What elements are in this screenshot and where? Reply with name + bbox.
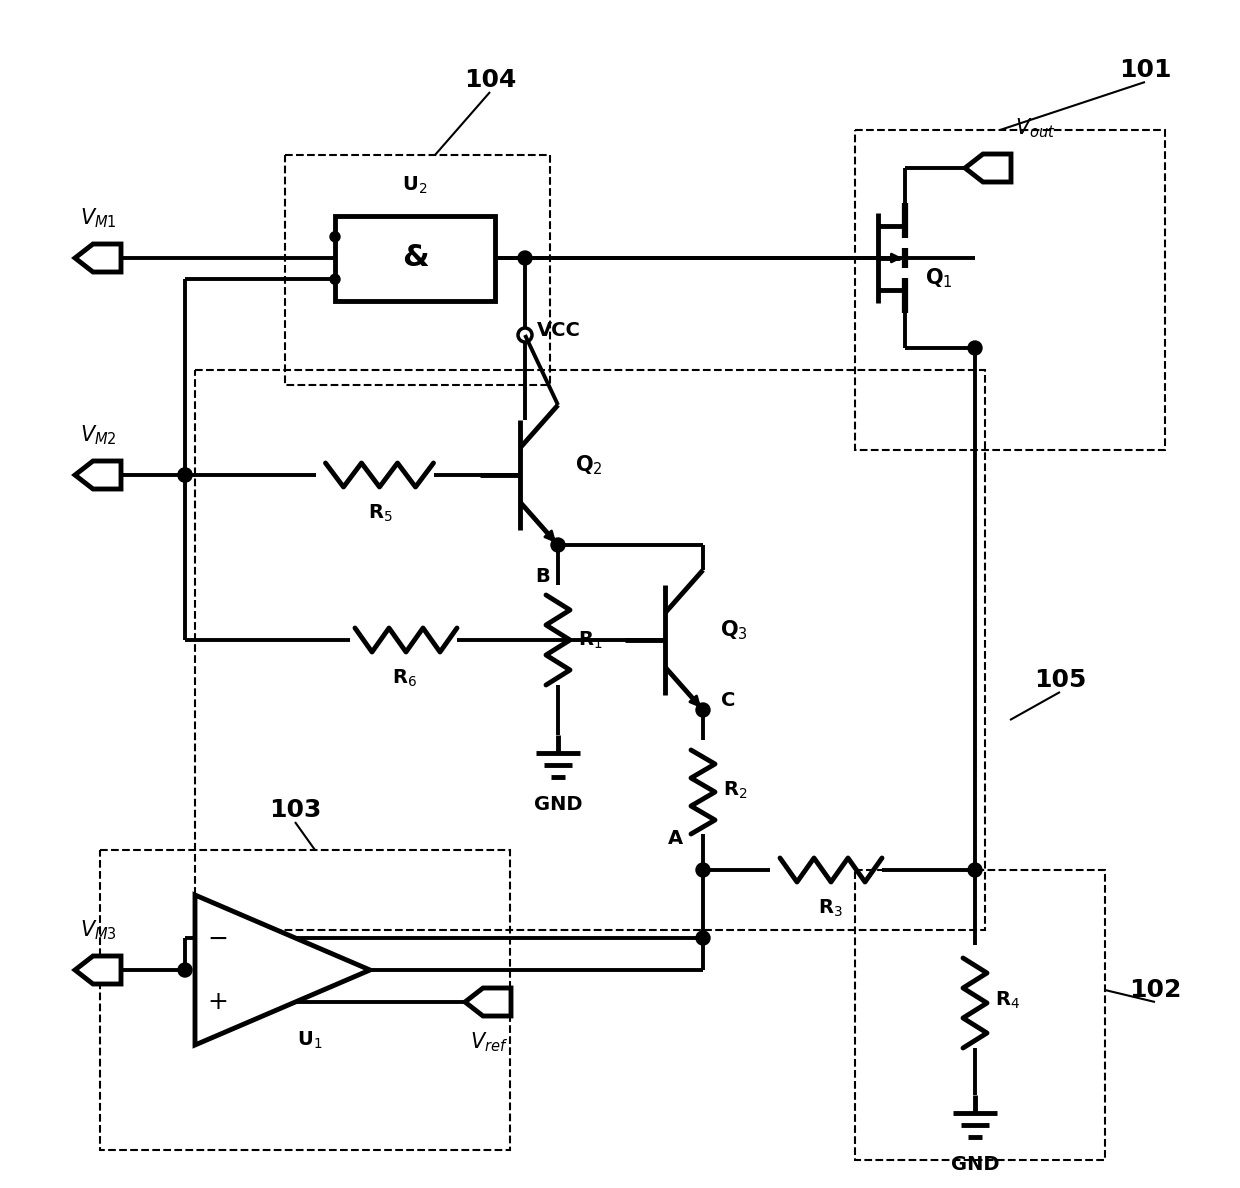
Polygon shape: [74, 461, 122, 489]
Circle shape: [518, 251, 532, 265]
Text: $+$: $+$: [207, 990, 227, 1015]
Polygon shape: [74, 956, 122, 984]
Circle shape: [696, 931, 711, 944]
Circle shape: [179, 468, 192, 482]
Text: VCC: VCC: [537, 321, 580, 340]
Circle shape: [968, 862, 982, 877]
Text: 104: 104: [464, 68, 516, 91]
Text: U$_2$: U$_2$: [402, 175, 428, 196]
Circle shape: [696, 703, 711, 718]
Text: R$_2$: R$_2$: [723, 779, 748, 801]
Polygon shape: [74, 244, 122, 272]
Circle shape: [179, 963, 192, 977]
Circle shape: [968, 341, 982, 355]
Text: 103: 103: [269, 798, 321, 822]
Text: GND: GND: [533, 795, 583, 814]
Text: U$_1$: U$_1$: [298, 1030, 322, 1051]
Text: 101: 101: [1118, 58, 1172, 82]
Text: C: C: [720, 690, 735, 709]
Text: GND: GND: [951, 1155, 999, 1174]
Text: $V_{M2}$: $V_{M2}$: [81, 423, 117, 447]
Text: &: &: [402, 244, 428, 272]
Polygon shape: [195, 895, 370, 1045]
Text: 102: 102: [1128, 978, 1182, 1001]
Circle shape: [696, 862, 711, 877]
Text: $V_{M3}$: $V_{M3}$: [81, 918, 117, 942]
Circle shape: [330, 232, 340, 241]
Text: $V_{M1}$: $V_{M1}$: [81, 207, 117, 230]
Text: $-$: $-$: [207, 925, 227, 950]
Polygon shape: [965, 154, 1011, 182]
Text: Q$_2$: Q$_2$: [575, 453, 603, 476]
Text: R$_4$: R$_4$: [994, 990, 1021, 1011]
Text: $V_{ref}$: $V_{ref}$: [470, 1030, 508, 1054]
Circle shape: [330, 274, 340, 284]
Text: $V_{out}$: $V_{out}$: [1016, 116, 1055, 140]
Circle shape: [179, 468, 192, 482]
Text: Q$_1$: Q$_1$: [925, 266, 952, 290]
Text: R$_3$: R$_3$: [817, 898, 842, 920]
Text: A: A: [668, 829, 683, 848]
FancyBboxPatch shape: [335, 215, 495, 301]
Text: R$_1$: R$_1$: [578, 630, 603, 651]
Text: Q$_3$: Q$_3$: [720, 618, 748, 642]
Text: B: B: [536, 567, 551, 586]
Text: 105: 105: [1034, 668, 1086, 691]
Polygon shape: [465, 988, 511, 1016]
Text: R$_6$: R$_6$: [393, 668, 418, 689]
Text: R$_5$: R$_5$: [368, 503, 393, 524]
Circle shape: [551, 538, 565, 552]
